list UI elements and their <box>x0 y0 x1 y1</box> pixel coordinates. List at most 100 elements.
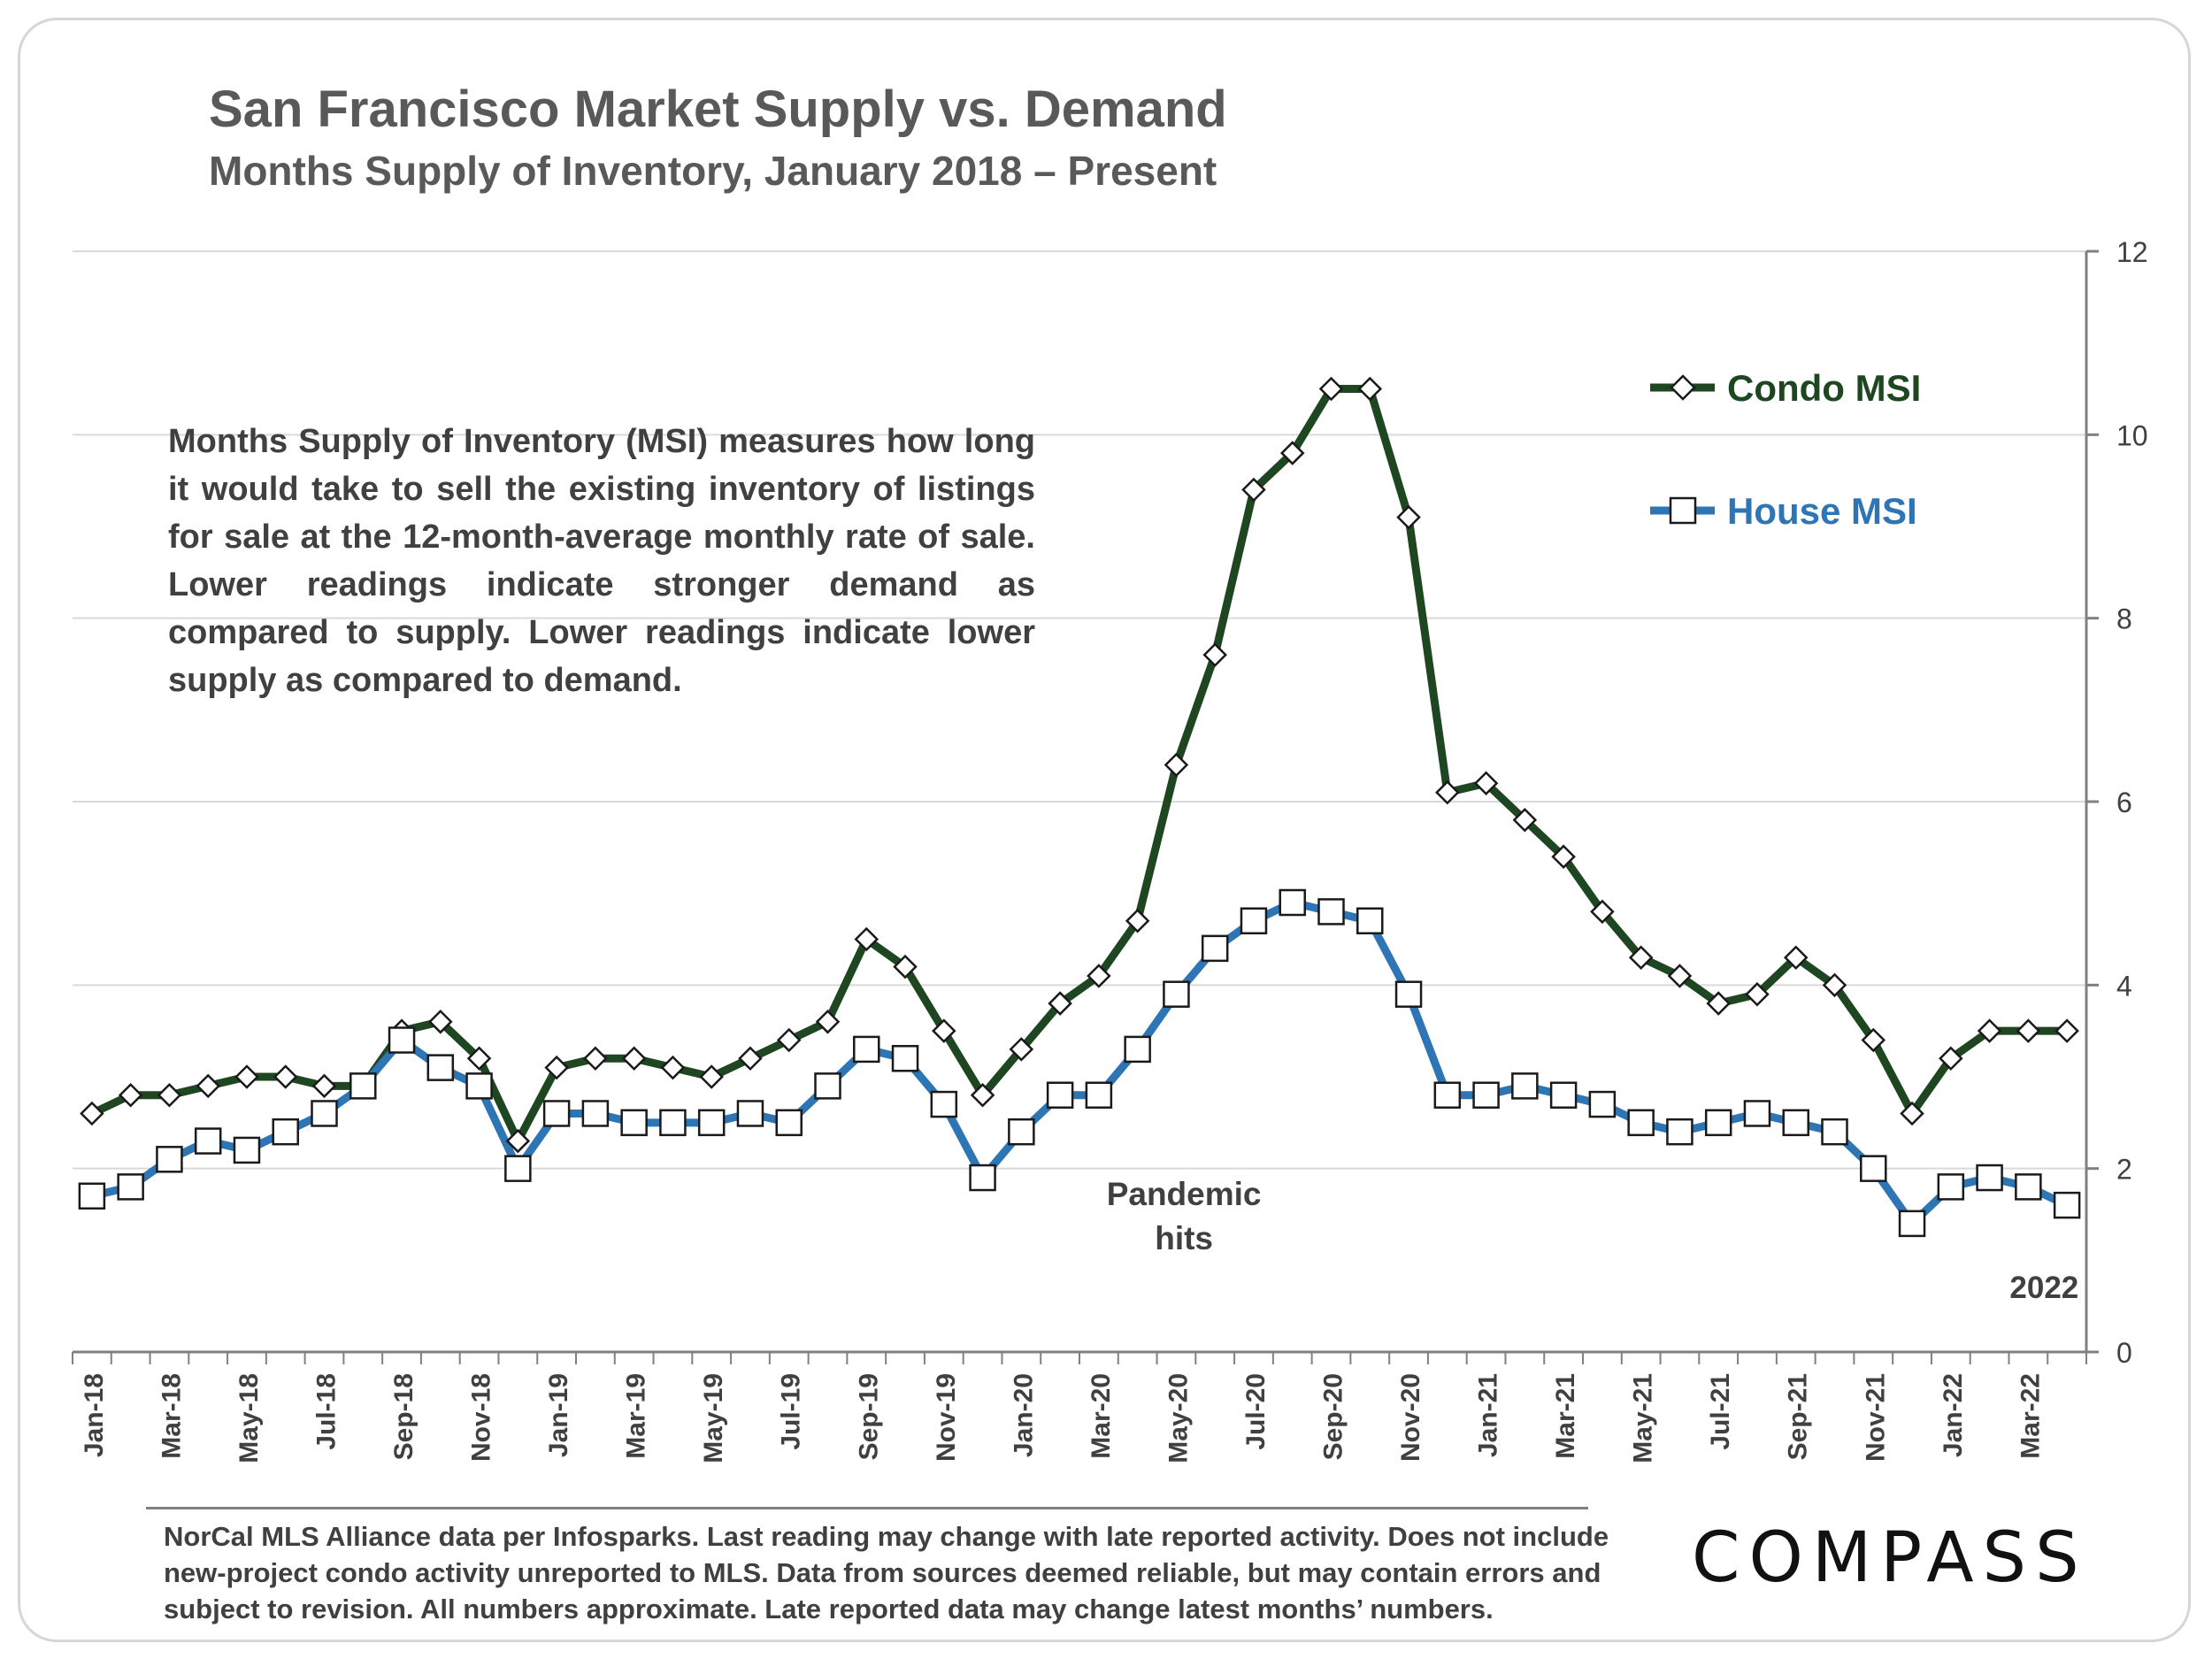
house-msi-point <box>78 1182 106 1210</box>
legend: Condo MSI House MSI <box>1650 367 1921 532</box>
chart-frame <box>18 18 2191 1642</box>
condo-msi-point <box>1164 752 1189 778</box>
x-tick-label: Jan-21 <box>1474 1373 1503 1457</box>
house-msi-point <box>697 1109 726 1137</box>
x-tick-label: Jan-18 <box>80 1373 109 1457</box>
house-msi-point <box>349 1072 377 1100</box>
house-msi-point <box>1976 1164 2003 1192</box>
house-msi-point <box>1898 1210 1926 1238</box>
house-msi-point <box>1046 1081 1074 1109</box>
condo-msi-point <box>311 1073 337 1099</box>
condo-msi-legend-label: Condo MSI <box>1727 367 1921 409</box>
condo-msi-point <box>660 1055 686 1080</box>
y-tick-label: 8 <box>2116 603 2132 635</box>
house-msi-point <box>581 1100 610 1127</box>
y-tick-label: 2 <box>2116 1154 2132 1186</box>
condo-msi-point <box>234 1064 259 1089</box>
house-msi-point <box>194 1127 222 1155</box>
condo-msi-point <box>544 1055 569 1080</box>
house-msi-point <box>1782 1109 1809 1137</box>
condo-msi-point <box>1279 441 1305 465</box>
condo-msi-point <box>1512 807 1538 833</box>
condo-msi-point <box>505 1128 531 1154</box>
house-msi-point <box>542 1100 571 1127</box>
condo-msi-point <box>1590 899 1615 925</box>
compass-logo: COMPASS <box>1692 1518 2088 1598</box>
condo-msi-point <box>1977 1018 2002 1043</box>
y-tick-label: 10 <box>2116 419 2148 451</box>
y-tick-label: 0 <box>2116 1337 2132 1369</box>
condo-msi-point <box>118 1082 143 1108</box>
condo-msi-point <box>1667 964 1693 988</box>
annotations: Pandemic hits 2022 <box>1107 1176 2079 1305</box>
condo-msi-point <box>776 1027 802 1053</box>
house-msi-point <box>620 1109 648 1137</box>
house-msi-point <box>2053 1191 2081 1219</box>
house-msi-point <box>814 1072 841 1100</box>
house-msi-legend-marker <box>1669 496 1697 525</box>
x-tick-label: Sep-18 <box>389 1373 419 1460</box>
house-msi-point <box>2015 1173 2042 1201</box>
house-msi-point <box>1008 1118 1035 1146</box>
source-footnote: NorCal MLS Alliance data per Infosparks.… <box>164 1521 1609 1624</box>
house-msi-point <box>775 1109 803 1137</box>
axes <box>72 250 2099 1364</box>
house-msi-line <box>90 898 2070 1228</box>
condo-msi-point <box>1861 1027 1886 1053</box>
house-msi-point <box>1704 1109 1732 1137</box>
condo-msi-point <box>583 1046 608 1071</box>
msi-description: Months Supply of Inventory (MSI) measure… <box>168 423 1035 699</box>
condo-msi-point <box>1202 642 1227 667</box>
condo-msi-legend-marker <box>1670 374 1696 401</box>
condo-msi-point <box>1628 945 1654 971</box>
condo-msi-line <box>89 385 2068 1146</box>
x-tick-label: Mar-19 <box>622 1373 651 1459</box>
condo-msi-point <box>1087 964 1111 988</box>
x-tick-label: Jan-20 <box>1009 1373 1038 1457</box>
x-tick-label: Nov-18 <box>467 1373 496 1462</box>
x-tick-label: Nov-20 <box>1396 1373 1425 1462</box>
x-tick-label: Sep-20 <box>1319 1373 1348 1460</box>
x-tick-labels: Jan-18 Mar-18 May-18 Jul-18 Sep-18 Nov-18 Jan-… <box>80 1373 2045 1463</box>
condo-msi-point <box>1125 908 1150 933</box>
house-msi-point <box>930 1090 958 1118</box>
house-msi-point <box>659 1109 687 1137</box>
house-msi-point <box>1085 1081 1113 1109</box>
condo-msi-point <box>157 1082 182 1108</box>
condo-msi-point <box>1473 771 1499 796</box>
condo-msi-point <box>1357 376 1383 402</box>
house-msi-point <box>891 1045 919 1072</box>
series-lines <box>89 385 2070 1228</box>
condo-msi-point <box>2055 1018 2079 1043</box>
condo-msi-point <box>970 1082 995 1108</box>
condo-msi-point <box>1900 1101 1924 1126</box>
house-msi-point <box>853 1035 880 1064</box>
house-msi-point <box>233 1136 261 1164</box>
x-tick-label: Mar-21 <box>1551 1373 1580 1459</box>
x-tick-label: Nov-21 <box>1861 1373 1890 1462</box>
house-msi-point <box>1937 1173 1965 1201</box>
condo-msi-point <box>893 954 918 979</box>
x-tick-label: Sep-21 <box>1784 1373 1813 1460</box>
pandemic-annotation: hits <box>1155 1220 1213 1256</box>
x-tick-label: Mar-22 <box>2016 1373 2045 1459</box>
condo-msi-point <box>196 1073 220 1099</box>
x-tick-label: May-18 <box>234 1373 264 1463</box>
condo-msi-point <box>1706 991 1731 1016</box>
house-msi-point <box>1860 1155 1887 1182</box>
x-tick-label: Jul-19 <box>777 1373 806 1450</box>
x-tick-label: Mar-20 <box>1087 1373 1116 1459</box>
house-msi-point <box>388 1026 416 1054</box>
house-msi-point <box>1240 907 1268 935</box>
house-msi-point <box>1472 1081 1500 1109</box>
condo-msi-point <box>1396 504 1421 530</box>
condo-msi-point <box>1435 780 1460 805</box>
x-tick-label: May-21 <box>1629 1373 1658 1463</box>
house-msi-point <box>1821 1118 1848 1146</box>
house-msi-point <box>1588 1090 1617 1118</box>
condo-msi-point <box>854 926 879 952</box>
condo-msi-point <box>1551 844 1576 869</box>
house-msi-point <box>1627 1109 1655 1137</box>
condo-msi-point <box>273 1064 298 1089</box>
